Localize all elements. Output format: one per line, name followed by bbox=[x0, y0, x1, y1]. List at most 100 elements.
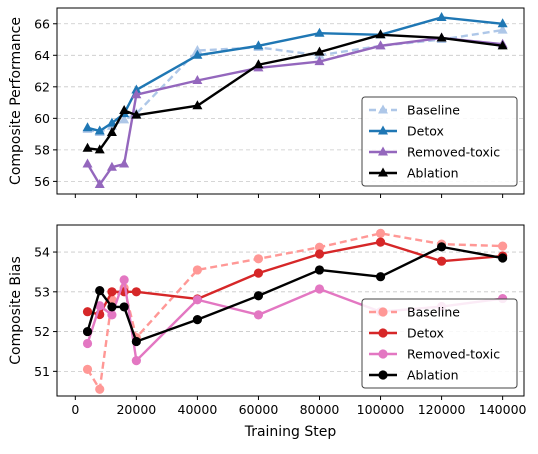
panel2-xtick-label-0: 0 bbox=[71, 402, 79, 417]
panel1-legend-label-baseline: Baseline bbox=[407, 103, 460, 118]
panel2-point-ablation-5 bbox=[192, 315, 203, 325]
panel1-point-ablation-3 bbox=[119, 104, 130, 114]
panel1-point-removed-toxic-7 bbox=[314, 56, 325, 66]
panel1-point-detox-6 bbox=[253, 40, 264, 50]
panel2-plot-frame bbox=[56, 224, 525, 397]
panel2-point-ablation-1 bbox=[95, 286, 105, 296]
panel2-xtick-label-80000: 80000 bbox=[300, 402, 340, 417]
panel1-legend-label-ablation: Ablation bbox=[407, 166, 459, 181]
panel1-point-ablation-8 bbox=[375, 29, 386, 39]
panel1-ytick-label-64: 64 bbox=[34, 48, 50, 63]
panel2-point-baseline-0 bbox=[82, 364, 93, 374]
panel2-legend-marker-ablation bbox=[378, 370, 388, 380]
panel2-xtick-label-20000: 20000 bbox=[116, 402, 156, 417]
panel2-xtick-label-60000: 60000 bbox=[239, 402, 279, 417]
panel1-point-detox-0 bbox=[82, 122, 93, 132]
panel2-legend-marker-baseline bbox=[378, 307, 388, 317]
panel2-point-removed-toxic-5 bbox=[192, 295, 203, 305]
panel2-point-detox-8 bbox=[375, 237, 386, 247]
panel2-point-baseline-7 bbox=[314, 242, 325, 252]
panel2-ytick-label-54: 54 bbox=[34, 245, 50, 260]
panel2-point-ablation-6 bbox=[253, 291, 264, 301]
panel1-point-detox-4 bbox=[131, 84, 142, 94]
panel1-legend-marker-detox bbox=[378, 125, 388, 135]
panel1-legend-marker-ablation bbox=[378, 167, 388, 177]
panel2-point-baseline-10 bbox=[498, 241, 508, 251]
panel1-point-ablation-5 bbox=[192, 100, 203, 110]
panel1-legend-marker-removed-toxic bbox=[378, 146, 388, 156]
panel2-legend-marker-removed-toxic bbox=[378, 349, 388, 359]
panel2-point-ablation-7 bbox=[314, 265, 325, 275]
panel2-point-removed-toxic-2 bbox=[107, 310, 117, 320]
panel2-point-ablation-4 bbox=[131, 336, 141, 347]
panel2-legend-label-removed-toxic: Removed-toxic bbox=[407, 347, 500, 362]
panel1-point-detox-1 bbox=[94, 125, 105, 135]
panel1-point-detox-7 bbox=[314, 27, 325, 37]
panel1-point-removed-toxic-2 bbox=[106, 161, 117, 171]
panel2-series-line-baseline bbox=[86, 232, 503, 391]
panel2-point-ablation-2 bbox=[107, 302, 117, 312]
panel2-legend-label-baseline: Baseline bbox=[407, 305, 460, 320]
panel1-ytick-label-66: 66 bbox=[34, 16, 50, 31]
panel1-legend-box bbox=[361, 96, 518, 187]
panel1-point-detox-10 bbox=[497, 18, 508, 28]
panel2-point-removed-toxic-4 bbox=[131, 356, 141, 366]
panel1-ytick-label-56: 56 bbox=[34, 174, 50, 189]
panel2-xtick-label-140000: 140000 bbox=[479, 402, 527, 417]
panel1-ylabel: Composite Performance bbox=[8, 17, 24, 185]
panel2-legend-marker-detox bbox=[378, 328, 388, 338]
panel1-point-detox-2 bbox=[106, 117, 117, 127]
panel2-ytick-label-51: 51 bbox=[34, 364, 50, 379]
panel2-point-ablation-0 bbox=[82, 326, 93, 337]
panel1-legend-marker-baseline bbox=[378, 104, 388, 114]
panel2-point-detox-9 bbox=[436, 256, 447, 266]
panel2-point-detox-4 bbox=[131, 287, 141, 297]
panel1-point-removed-toxic-3 bbox=[119, 158, 130, 168]
panel1-ytick-label-60: 60 bbox=[34, 111, 50, 126]
panel1-point-ablation-4 bbox=[131, 109, 142, 119]
panel2-point-detox-0 bbox=[82, 307, 93, 317]
panel2-point-baseline-5 bbox=[192, 265, 203, 275]
panel2-point-ablation-10 bbox=[498, 253, 508, 263]
panel1-point-removed-toxic-8 bbox=[375, 40, 386, 50]
panel2-ylabel: Composite Bias bbox=[8, 256, 24, 365]
panel1-point-detox-9 bbox=[436, 11, 447, 21]
panel2-point-ablation-9 bbox=[436, 242, 447, 252]
panel2-point-detox-2 bbox=[107, 287, 117, 297]
panel2-point-baseline-6 bbox=[253, 254, 264, 264]
panel2-point-removed-toxic-3 bbox=[119, 275, 129, 285]
panel1-legend-label-removed-toxic: Removed-toxic bbox=[407, 145, 500, 160]
panel1-legend-label-detox: Detox bbox=[407, 124, 444, 139]
panel1-point-detox-5 bbox=[192, 49, 203, 59]
panel1-point-ablation-0 bbox=[82, 142, 93, 152]
panel1-point-ablation-6 bbox=[253, 59, 264, 69]
panel1-point-baseline-5 bbox=[192, 45, 203, 55]
panel2-legend-label-ablation: Ablation bbox=[407, 368, 459, 383]
panel1-point-baseline-10 bbox=[497, 24, 508, 34]
panel2-legend-label-detox: Detox bbox=[407, 326, 444, 341]
panel2-legend-box bbox=[361, 298, 518, 389]
panel1-point-ablation-1 bbox=[94, 144, 105, 154]
panel1-point-removed-toxic-4 bbox=[131, 89, 142, 99]
panel2-point-baseline-8 bbox=[375, 228, 386, 238]
panel2-point-removed-toxic-6 bbox=[253, 310, 264, 320]
panel1-point-removed-toxic-0 bbox=[82, 158, 93, 168]
panel1-point-ablation-10 bbox=[497, 40, 508, 50]
panel2-xtick-label-120000: 120000 bbox=[418, 402, 466, 417]
panel2-point-ablation-8 bbox=[375, 272, 386, 282]
panel2-xtick-label-40000: 40000 bbox=[178, 402, 218, 417]
panel1-plot-frame bbox=[56, 7, 525, 195]
panel2-xlabel: Training Step bbox=[244, 424, 337, 440]
panel2-point-baseline-1 bbox=[95, 384, 105, 394]
panel1-point-removed-toxic-5 bbox=[192, 75, 203, 85]
panel2-point-detox-6 bbox=[253, 268, 264, 278]
panel2-point-detox-7 bbox=[314, 249, 325, 259]
panel2-ytick-label-52: 52 bbox=[34, 324, 50, 339]
panel1-point-ablation-7 bbox=[314, 46, 325, 56]
panel1-point-ablation-2 bbox=[106, 127, 117, 137]
panel2-xtick-label-100000: 100000 bbox=[357, 402, 405, 417]
panel1-point-ablation-9 bbox=[436, 32, 447, 42]
panel2-point-ablation-3 bbox=[119, 302, 129, 312]
